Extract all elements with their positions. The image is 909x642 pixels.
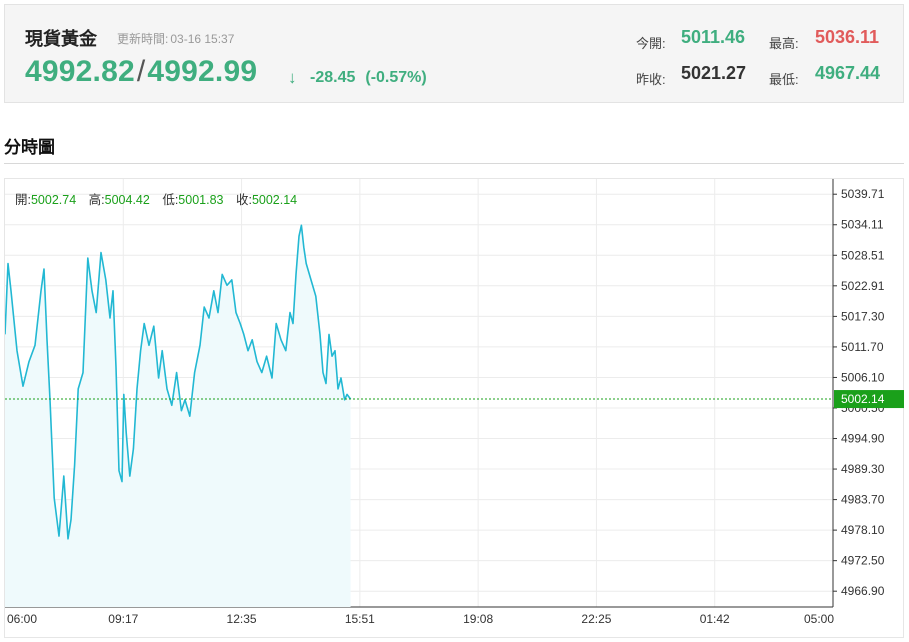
update-time-value: 03-16 15:37: [170, 32, 235, 46]
price-area-fill: [5, 225, 351, 608]
open-label: 今開:: [636, 36, 666, 51]
prev-close-label: 昨收:: [636, 72, 666, 87]
open-value: 5011.46: [681, 27, 746, 47]
change-value: -28.45: [310, 69, 356, 86]
last-price-label: 5002.14: [841, 392, 885, 406]
update-time-label: 更新時間:: [117, 32, 169, 46]
ask-price: 4992.99: [147, 55, 258, 88]
y-tick-label: 4983.70: [841, 493, 885, 507]
instrument-name: 現貨黃金: [25, 29, 97, 49]
y-tick-label: 4994.90: [841, 432, 885, 446]
x-tick-label: 22:25: [581, 612, 611, 626]
bid-price: 4992.82: [25, 55, 135, 88]
x-tick-label: 12:35: [227, 612, 257, 626]
y-tick-label: 5039.71: [841, 187, 885, 201]
ohlc-high-value: 5004.42: [104, 193, 150, 207]
y-tick-label: 4978.10: [841, 523, 885, 537]
update-time: 更新時間: 03-16 15:37: [117, 30, 234, 47]
intraday-chart[interactable]: 5039.71 5034.11 5028.51 5022.91 5017.30 5011.…: [4, 178, 904, 638]
ohlc-open-value: 5002.74: [30, 193, 77, 207]
x-tick-label: 01:42: [700, 612, 730, 626]
price-line: [5, 224, 352, 540]
section-divider: [4, 163, 904, 164]
ohlc-high-label: 高:: [88, 193, 105, 207]
down-arrow-icon: ↓: [288, 68, 297, 87]
y-tick-label: 4972.50: [841, 554, 885, 568]
y-tick-label: 5028.51: [841, 248, 885, 262]
x-tick-label: 09:17: [108, 612, 138, 626]
last-price-badge: [834, 390, 904, 409]
price-change: -28.45 (-0.57%): [310, 69, 427, 87]
y-tick-label: 5006.10: [841, 370, 885, 384]
x-tick-label: 06:00: [7, 612, 37, 626]
price-separator: /: [136, 55, 146, 88]
ohlc-low-label: 低:: [162, 193, 179, 207]
high-label: 最高:: [769, 36, 799, 51]
chart-canvas[interactable]: 5039.71 5034.11 5028.51 5022.91 5017.30 5011.…: [5, 179, 905, 639]
section-title: 分時圖: [4, 138, 55, 157]
y-tick-label: 4966.90: [841, 584, 885, 598]
y-tick-label: 5034.11: [841, 218, 884, 232]
low-label: 最低:: [769, 72, 799, 87]
prev-close-value: 5021.27: [681, 63, 747, 83]
change-percent: (-0.57%): [365, 69, 427, 86]
current-price: 4992.82/4992.99: [25, 55, 257, 89]
x-tick-label: 05:00: [804, 612, 834, 626]
low-value: 4967.44: [815, 63, 881, 83]
high-value: 5036.11: [815, 27, 880, 47]
ohlc-low-value: 5001.83: [178, 193, 224, 207]
ohlc-close-value: 5002.14: [251, 193, 298, 207]
y-tick-label: 4989.30: [841, 462, 885, 476]
quote-header: 現貨黃金 更新時間: 03-16 15:37 4992.82/4992.99 ↓ …: [4, 4, 904, 103]
ohlc-open-label: 開:: [15, 193, 31, 207]
y-tick-label: 5022.91: [841, 279, 885, 293]
y-tick-label: 5011.70: [841, 340, 884, 354]
ohlc-readout: 開:5002.74 高:5004.42 低:5001.83 收:5002.14: [15, 189, 306, 208]
x-tick-label: 15:51: [345, 612, 375, 626]
y-tick-label: 5017.30: [841, 309, 885, 323]
ohlc-close-label: 收:: [235, 193, 252, 207]
x-tick-label: 19:08: [463, 612, 493, 626]
